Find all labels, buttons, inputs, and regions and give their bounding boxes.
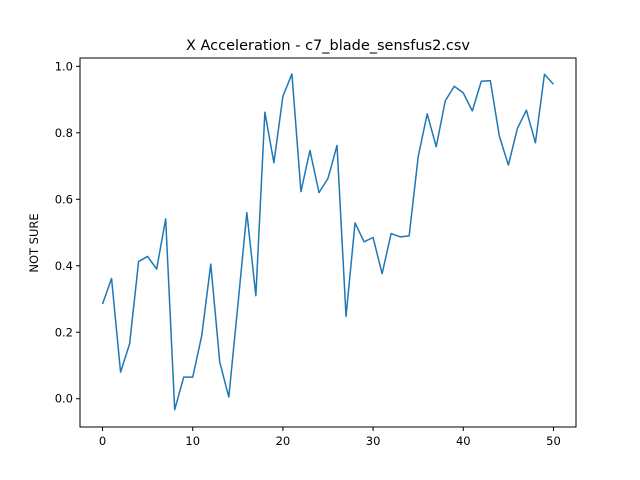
y-axis-label: NOT SURE	[27, 213, 41, 272]
y-tick-label: 1.0	[55, 59, 73, 73]
series-line	[101, 73, 555, 411]
y-tick-label: 0.2	[55, 325, 73, 339]
x-tick-label: 0	[99, 434, 106, 448]
plot-area	[101, 73, 555, 411]
x-tick-label: 40	[456, 434, 471, 448]
y-tick-label: 0.0	[55, 392, 73, 406]
x-tick-label: 10	[185, 434, 200, 448]
x-axis: 0 10 20 30 40 50	[99, 427, 561, 448]
y-tick-label: 0.6	[55, 192, 73, 206]
x-tick-label: 50	[546, 434, 561, 448]
y-tick-label: 0.4	[55, 259, 73, 273]
plot-frame	[79, 57, 577, 428]
chart-title: X Acceleration - c7_blade_sensfus2.csv	[186, 38, 470, 54]
x-tick-label: 30	[366, 434, 381, 448]
x-tick-label: 20	[276, 434, 291, 448]
y-axis: 0.0 0.2 0.4 0.6 0.8 1.0	[55, 59, 80, 406]
y-tick-label: 0.8	[55, 126, 73, 140]
